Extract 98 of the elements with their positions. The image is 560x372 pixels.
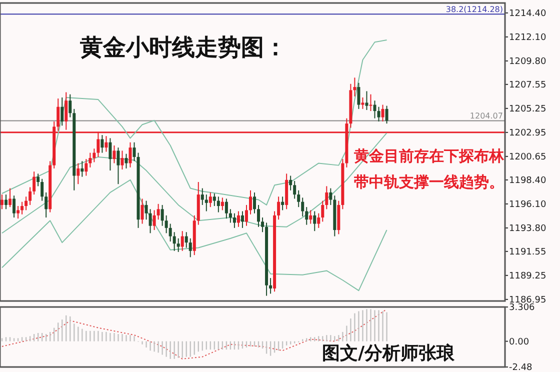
- candlestick: [12, 195, 16, 218]
- candlestick: [152, 210, 156, 231]
- candlestick: [236, 210, 240, 228]
- candlestick: [261, 216, 264, 233]
- y-tick-label: 1193.80: [509, 224, 546, 234]
- candlestick: [377, 106, 380, 122]
- candlestick: [204, 194, 208, 212]
- candlestick: [253, 192, 256, 214]
- y-tick-label: 1212.10: [509, 32, 546, 43]
- candlestick: [184, 232, 188, 248]
- candlestick: [92, 148, 96, 163]
- candlestick: [224, 198, 228, 220]
- candlestick: [16, 206, 20, 220]
- y-tick-label: 1200.65: [509, 152, 546, 162]
- candlestick: [257, 204, 260, 228]
- candlestick: [172, 232, 176, 252]
- candlestick: [160, 204, 164, 226]
- candlestick: [293, 180, 296, 200]
- candlestick: [244, 204, 248, 226]
- candlestick: [60, 96, 64, 126]
- y-tick-label: 1205.25: [509, 104, 546, 114]
- candlestick: [156, 203, 160, 220]
- candlestick: [289, 175, 292, 191]
- y-tick-label: 1196.10: [509, 200, 546, 210]
- candlestick: [104, 136, 108, 152]
- annotation: 图文/分析师张琅: [322, 343, 455, 365]
- y-tick-label: -2.48: [509, 363, 533, 372]
- y-tick-label: 1191.55: [509, 247, 546, 258]
- y-tick-label: 0.00: [509, 337, 530, 348]
- candlestick: [321, 200, 324, 222]
- candlestick: [269, 278, 272, 294]
- candlestick: [132, 142, 136, 162]
- candlestick: [144, 200, 148, 220]
- candlestick: [373, 100, 376, 119]
- candlestick: [228, 208, 232, 224]
- candlestick: [361, 96, 364, 110]
- candlestick: [180, 230, 184, 252]
- candlestick: [124, 153, 128, 169]
- candlestick: [240, 210, 244, 228]
- candlestick: [68, 94, 72, 118]
- candlestick: [80, 160, 84, 178]
- candlestick: [317, 212, 320, 228]
- candlestick: [216, 196, 220, 213]
- candlestick: [36, 173, 40, 187]
- candlestick: [357, 82, 360, 110]
- candlestick: [353, 77, 356, 97]
- y-tick-label: 1214.40: [509, 8, 546, 19]
- y-tick-label: 1207.55: [509, 80, 546, 90]
- candlestick: [220, 197, 224, 211]
- candlestick: [188, 238, 192, 258]
- candlestick: [313, 210, 316, 232]
- candlestick: [385, 105, 388, 124]
- candlestick: [32, 171, 36, 196]
- ref-line-label: 1204.07: [470, 112, 503, 121]
- candlestick: [116, 147, 120, 185]
- candlestick: [248, 190, 252, 215]
- candlestick: [200, 188, 204, 206]
- candlestick: [365, 90, 368, 110]
- candlestick: [232, 212, 236, 228]
- candlestick: [277, 196, 280, 220]
- y-tick-label: 3.306: [509, 303, 536, 313]
- candlestick: [100, 134, 104, 154]
- candlestick: [8, 188, 12, 208]
- candlestick: [381, 104, 384, 122]
- candlestick: [281, 196, 284, 211]
- y-tick-label: 1209.80: [509, 56, 546, 67]
- candlestick: [108, 138, 112, 172]
- y-tick-label: 1198.40: [509, 176, 546, 186]
- candlestick: [76, 162, 80, 185]
- text: 黄金小时线走势图：: [80, 33, 287, 63]
- candlestick: [44, 192, 48, 218]
- candlestick: [164, 214, 168, 234]
- candlestick: [40, 178, 44, 202]
- candlestick: [369, 94, 372, 112]
- candlestick: [176, 238, 180, 252]
- candlestick: [301, 197, 304, 217]
- candlestick: [84, 158, 88, 176]
- candlestick: [88, 152, 92, 168]
- candlestick: [208, 192, 212, 208]
- candlestick: [140, 198, 144, 224]
- candlestick: [329, 188, 332, 206]
- candlestick: [112, 144, 116, 164]
- candlestick: [212, 192, 216, 207]
- candlestick: [28, 186, 32, 206]
- candlestick: [305, 206, 308, 226]
- candlestick: [128, 142, 132, 168]
- candlestick: [148, 208, 152, 234]
- candlestick: [297, 190, 300, 208]
- candlestick: [20, 201, 24, 215]
- candlestick: [325, 186, 328, 210]
- candlestick: [309, 210, 312, 224]
- y-tick-label: 1189.25: [509, 271, 546, 282]
- candlestick: [168, 223, 172, 242]
- candlestick: [120, 150, 124, 170]
- candlestick: [24, 196, 28, 211]
- y-tick-label: 1202.95: [509, 128, 546, 138]
- candlestick: [4, 194, 8, 210]
- ref-line-label: 38.2(1214.28): [446, 5, 503, 14]
